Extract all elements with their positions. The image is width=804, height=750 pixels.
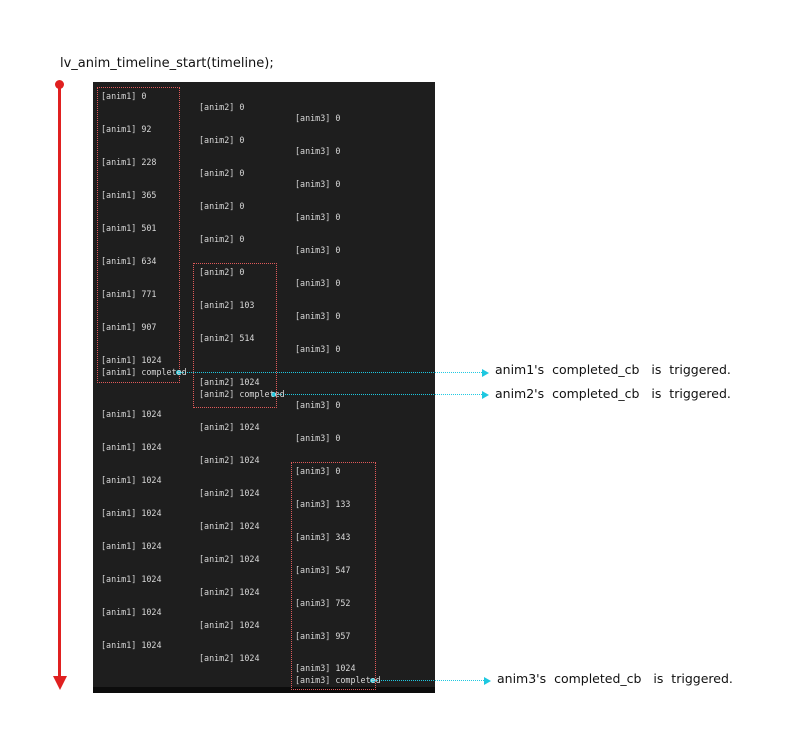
anim2-active-box: [193, 263, 277, 408]
anim3-log-line: [anim3] 133: [295, 499, 351, 509]
anim3-log-line: [anim3] 752: [295, 598, 351, 608]
anim2-log-line: [anim2] 514: [199, 333, 255, 343]
anim3-callback-dot: [370, 678, 375, 683]
timeline-arrow: [58, 84, 61, 680]
anim2-log-line: [anim2] 0: [199, 102, 245, 112]
arrowhead-icon: [482, 391, 489, 399]
anim1-callback-arrow: [179, 372, 482, 373]
anim3-log-line: [anim3] 0: [295, 113, 341, 123]
anim2-log-line: [anim2] 1024: [199, 422, 260, 432]
anim3-log-line: [anim3] 0: [295, 245, 341, 255]
anim3-log-line: [anim3] 0: [295, 433, 341, 443]
anim1-callback-label: anim1's completed_cb is triggered.: [495, 362, 731, 377]
anim1-log-line: [anim1] 365: [101, 190, 157, 200]
anim2-log-line: [anim2] 1024: [199, 377, 260, 387]
anim1-log-line: [anim1] 634: [101, 256, 157, 266]
anim3-log-line: [anim3] 0: [295, 400, 341, 410]
anim1-log-line: [anim1] 501: [101, 223, 157, 233]
anim3-log-line: [anim3] 957: [295, 631, 351, 641]
anim2-log-line: [anim2] 0: [199, 168, 245, 178]
arrowhead-icon: [484, 677, 491, 685]
anim3-log-line: [anim3] 0: [295, 212, 341, 222]
anim3-log-line: [anim3] 0: [295, 146, 341, 156]
terminal-output: [93, 82, 435, 693]
anim1-log-line: [anim1] 907: [101, 322, 157, 332]
anim2-callback-label: anim2's completed_cb is triggered.: [495, 386, 731, 401]
anim2-log-line: [anim2] 0: [199, 201, 245, 211]
anim3-log-line: [anim3] 547: [295, 565, 351, 575]
anim2-log-line: [anim2] 1024: [199, 521, 260, 531]
anim1-log-line: [anim1] 1024: [101, 475, 162, 485]
anim2-log-line: [anim2] 1024: [199, 587, 260, 597]
anim1-log-line: [anim1] 1024: [101, 574, 162, 584]
anim2-log-line: [anim2] 1024: [199, 653, 260, 663]
timeline-arrowhead-icon: [53, 676, 67, 690]
anim2-callback-arrow: [274, 394, 482, 395]
anim1-log-line: [anim1] 1024: [101, 409, 162, 419]
anim1-log-line: [anim1] 228: [101, 157, 157, 167]
anim2-log-line: [anim2] 1024: [199, 455, 260, 465]
anim1-log-line: [anim1] 1024: [101, 442, 162, 452]
anim1-active-box: [97, 87, 180, 383]
anim1-log-line: [anim1] 0: [101, 91, 147, 101]
anim3-log-line: [anim3] completed: [295, 675, 381, 685]
anim2-log-line: [anim2] 0: [199, 135, 245, 145]
anim1-log-line: [anim1] 771: [101, 289, 157, 299]
anim3-log-line: [anim3] 0: [295, 179, 341, 189]
anim2-log-line: [anim2] 1024: [199, 620, 260, 630]
arrowhead-icon: [482, 369, 489, 377]
anim2-callback-dot: [271, 392, 276, 397]
anim2-log-line: [anim2] 1024: [199, 554, 260, 564]
anim1-log-line: [anim1] 1024: [101, 355, 162, 365]
anim3-log-line: [anim3] 343: [295, 532, 351, 542]
anim2-log-line: [anim2] completed: [199, 389, 285, 399]
timeline-start-call: lv_anim_timeline_start(timeline);: [60, 56, 274, 71]
anim2-log-line: [anim2] 103: [199, 300, 255, 310]
anim3-callback-arrow: [373, 680, 484, 681]
anim2-log-line: [anim2] 0: [199, 234, 245, 244]
anim2-log-line: [anim2] 0: [199, 267, 245, 277]
anim3-log-line: [anim3] 0: [295, 344, 341, 354]
anim3-active-box: [291, 462, 376, 690]
anim1-log-line: [anim1] 92: [101, 124, 152, 134]
timeline-start-dot: [55, 80, 64, 89]
anim2-log-line: [anim2] 1024: [199, 488, 260, 498]
anim3-callback-label: anim3's completed_cb is triggered.: [497, 671, 733, 686]
anim1-log-line: [anim1] 1024: [101, 640, 162, 650]
anim3-log-line: [anim3] 0: [295, 311, 341, 321]
anim3-log-line: [anim3] 0: [295, 466, 341, 476]
anim1-log-line: [anim1] 1024: [101, 541, 162, 551]
anim1-callback-dot: [176, 370, 181, 375]
anim1-log-line: [anim1] completed: [101, 367, 187, 377]
anim3-log-line: [anim3] 1024: [295, 663, 356, 673]
anim1-log-line: [anim1] 1024: [101, 607, 162, 617]
anim3-log-line: [anim3] 0: [295, 278, 341, 288]
anim1-log-line: [anim1] 1024: [101, 508, 162, 518]
